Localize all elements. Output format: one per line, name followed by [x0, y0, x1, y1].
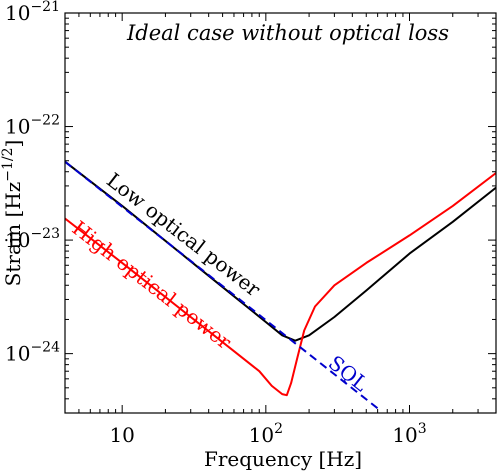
x-tick-label: 103 — [392, 421, 426, 447]
y-tick-label: 10−22 — [5, 113, 60, 139]
ticks-layer — [64, 13, 497, 414]
series-line-sql — [65, 160, 379, 410]
y-tick-label: 10−23 — [5, 226, 60, 252]
plot-frame — [64, 12, 497, 414]
x-tick-label: 10 — [109, 423, 134, 447]
chart-title: Ideal case without optical loss — [126, 21, 449, 45]
y-axis-label: Strain [Hz−1/2] — [0, 140, 25, 287]
y-tick-label: 10−24 — [5, 340, 60, 366]
x-axis-label: Frequency [Hz] — [204, 447, 362, 471]
series-layer — [65, 160, 496, 410]
x-tick-label: 102 — [249, 421, 283, 447]
y-tick-label: 10−21 — [5, 0, 60, 25]
series-line-high-optical-power — [65, 172, 496, 397]
